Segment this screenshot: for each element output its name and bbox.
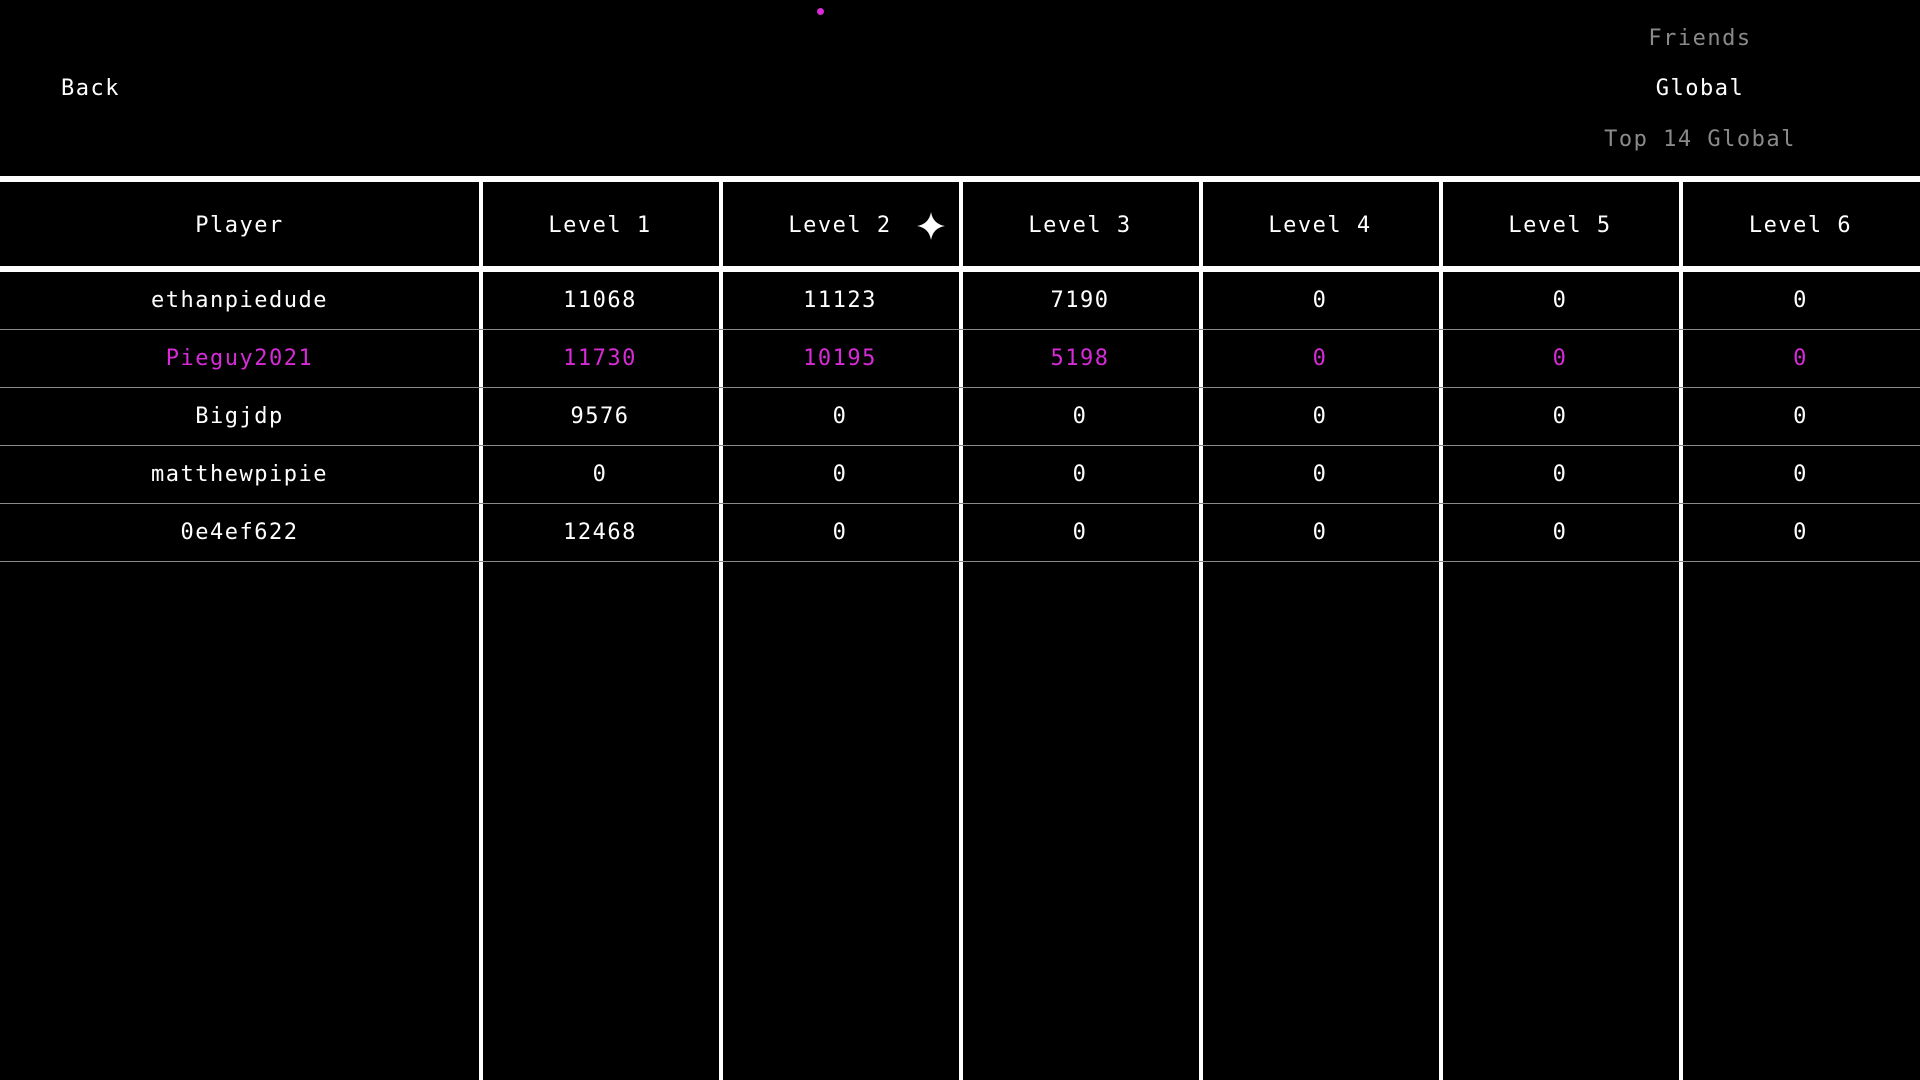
- level-score: 0: [1793, 520, 1808, 545]
- row-separator: [0, 445, 1920, 446]
- level-score: 0: [1312, 346, 1328, 371]
- level-score: 0: [832, 462, 848, 487]
- player-name: ethanpiedude: [151, 288, 328, 313]
- sparkle-star-icon: [917, 212, 945, 240]
- level-score: 0: [1552, 462, 1568, 487]
- row-separator: [0, 387, 1920, 388]
- level-score: 0: [1072, 404, 1088, 429]
- level-score: 0: [1793, 346, 1808, 371]
- tab-top-14-global[interactable]: Top 14 Global: [1604, 127, 1796, 152]
- level-score: 0: [1793, 288, 1808, 313]
- column-header-level-5[interactable]: Level 5: [1508, 213, 1612, 238]
- level-score: 0: [1312, 520, 1328, 545]
- level-score: 0: [1552, 520, 1568, 545]
- level-score: 0: [1312, 404, 1328, 429]
- level-score: 0: [1552, 288, 1568, 313]
- player-name: 0e4ef622: [180, 520, 299, 545]
- column-header-player[interactable]: Player: [195, 213, 284, 238]
- level-score: 12468: [563, 520, 637, 545]
- column-divider: [1199, 178, 1203, 1080]
- column-divider: [959, 178, 963, 1080]
- back-button[interactable]: Back: [61, 76, 120, 101]
- level-score: 5198: [1050, 346, 1110, 371]
- player-name: Bigjdp: [195, 404, 284, 429]
- column-header-level-1[interactable]: Level 1: [548, 213, 652, 238]
- row-separator: [0, 329, 1920, 330]
- level-score: 11068: [563, 288, 637, 313]
- level-score: 0: [832, 404, 848, 429]
- level-score: 0: [1072, 520, 1088, 545]
- column-divider: [719, 178, 723, 1080]
- column-header-level-2[interactable]: Level 2: [788, 213, 892, 238]
- level-score: 0: [1552, 404, 1568, 429]
- level-score: 10195: [803, 346, 877, 371]
- level-score: 7190: [1050, 288, 1110, 313]
- cursor-indicator-dot: [817, 8, 824, 15]
- level-score: 9576: [570, 404, 630, 429]
- column-header-level-3[interactable]: Level 3: [1028, 213, 1132, 238]
- column-divider: [1439, 178, 1443, 1080]
- column-divider: [479, 178, 483, 1080]
- tab-global[interactable]: Global: [1655, 76, 1745, 101]
- player-name: matthewpipie: [151, 462, 328, 487]
- level-score: 11123: [803, 288, 877, 313]
- level-score: 0: [592, 462, 608, 487]
- level-score: 0: [1312, 462, 1328, 487]
- player-name: Pieguy2021: [165, 346, 314, 371]
- level-score: 0: [1793, 404, 1808, 429]
- column-header-level-6[interactable]: Level 6: [1748, 213, 1853, 238]
- level-score: 0: [1552, 346, 1568, 371]
- level-score: 0: [1793, 462, 1808, 487]
- level-score: 0: [1312, 288, 1328, 313]
- row-separator: [0, 561, 1920, 562]
- level-score: 0: [832, 520, 848, 545]
- column-header-level-4[interactable]: Level 4: [1268, 213, 1372, 238]
- column-divider: [1679, 178, 1683, 1080]
- row-separator: [0, 503, 1920, 504]
- level-score: 11730: [563, 346, 637, 371]
- level-score: 0: [1072, 462, 1088, 487]
- tab-friends[interactable]: Friends: [1648, 26, 1752, 51]
